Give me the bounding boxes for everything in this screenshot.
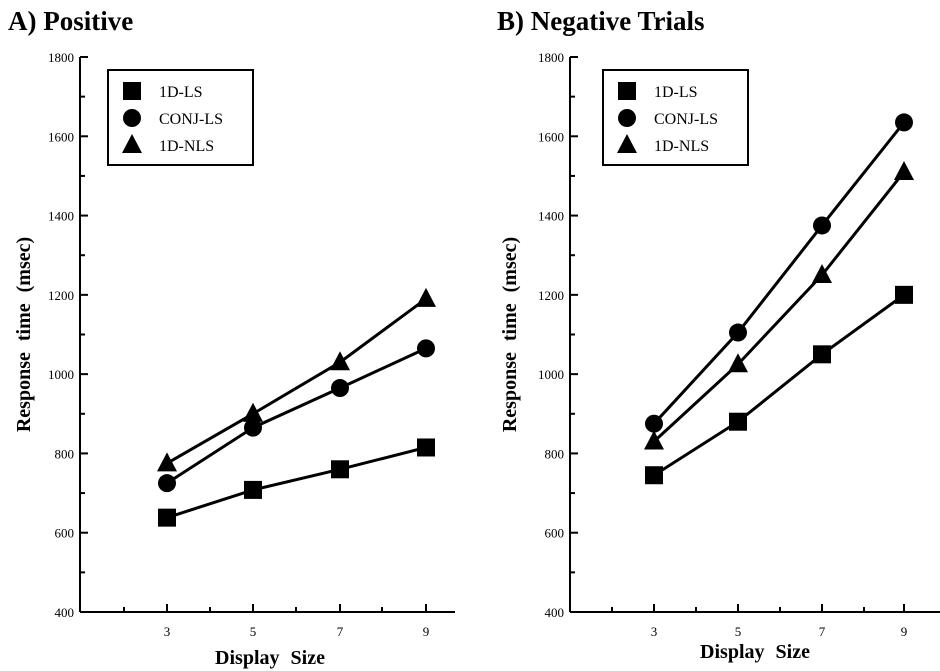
y-tick-label: 1400 bbox=[538, 209, 564, 224]
y-tick-label: 400 bbox=[55, 605, 75, 620]
data-point-1d-ls bbox=[158, 508, 176, 527]
y-tick-label: 600 bbox=[55, 526, 75, 541]
legend-marker-triangle bbox=[617, 134, 637, 153]
data-point-conj-ls bbox=[813, 216, 831, 235]
series-line-conj-ls bbox=[166, 347, 427, 485]
data-point-1d-nls bbox=[416, 287, 436, 307]
y-tick-label: 1000 bbox=[48, 367, 74, 382]
data-point-1d-ls bbox=[895, 285, 913, 304]
y-tick-label: 1000 bbox=[538, 367, 564, 382]
series-line-1d-ls bbox=[166, 446, 427, 520]
data-point-conj-ls bbox=[645, 414, 663, 433]
legend-marker-triangle bbox=[122, 134, 142, 153]
legend-label: CONJ-LS bbox=[654, 111, 718, 128]
y-tick-label: 1800 bbox=[538, 50, 564, 65]
legend-label: 1D-LS bbox=[654, 84, 698, 101]
data-point-conj-ls bbox=[729, 323, 747, 342]
y-tick-label: 1200 bbox=[48, 288, 74, 303]
x-tick-label: 9 bbox=[423, 624, 430, 639]
data-point-1d-nls bbox=[728, 353, 748, 373]
y-tick-label: 600 bbox=[545, 526, 565, 541]
data-point-1d-ls bbox=[645, 466, 663, 485]
x-tick-label: 3 bbox=[164, 624, 171, 639]
data-point-1d-nls bbox=[243, 402, 263, 422]
x-tick-label: 7 bbox=[819, 624, 826, 639]
y-tick-label: 1600 bbox=[48, 129, 74, 144]
x-tick-label: 9 bbox=[901, 624, 908, 639]
series-line-1d-nls bbox=[166, 297, 427, 465]
y-tick-label: 1800 bbox=[48, 50, 74, 65]
y-tick-label: 1400 bbox=[48, 209, 74, 224]
y-tick-label: 400 bbox=[545, 605, 565, 620]
legend-label: 1D-NLS bbox=[159, 138, 214, 155]
x-tick-label: 5 bbox=[735, 624, 742, 639]
x-axis-label: Display Size bbox=[215, 647, 325, 669]
legend-marker-square bbox=[618, 82, 636, 100]
legend-marker-circle bbox=[618, 109, 636, 127]
data-point-conj-ls bbox=[895, 113, 913, 132]
series-line-conj-ls bbox=[652, 121, 906, 425]
data-point-1d-nls bbox=[894, 160, 914, 180]
x-tick-label: 5 bbox=[250, 624, 257, 639]
y-tick-label: 1200 bbox=[538, 288, 564, 303]
y-tick-label: 800 bbox=[545, 446, 565, 461]
legend: 1D-LS CONJ-LS 1D-NLS bbox=[602, 69, 749, 166]
data-point-conj-ls bbox=[331, 379, 349, 398]
data-point-1d-ls bbox=[244, 480, 262, 499]
data-point-1d-nls bbox=[330, 351, 350, 371]
y-axis-label: Response time (msec) bbox=[13, 237, 35, 432]
legend-label: 1D-NLS bbox=[654, 138, 709, 155]
chart-panel-b: B) Negative Trials 400 600 800 1000 1200 1400 1… bbox=[497, 6, 940, 663]
panel-title: A) Positive bbox=[8, 6, 133, 36]
legend-marker-circle bbox=[123, 109, 141, 127]
y-tick-label: 800 bbox=[55, 446, 75, 461]
panel-title: B) Negative Trials bbox=[497, 6, 704, 36]
data-point-1d-ls bbox=[813, 345, 831, 364]
chart-panel-a: A) Positive 400 600 800 1000 1200 1400 1600 1800… bbox=[8, 6, 455, 669]
series-line-1d-ls bbox=[653, 293, 905, 477]
data-point-conj-ls bbox=[244, 418, 262, 437]
x-axis-label: Display Size bbox=[700, 641, 810, 663]
legend-marker-square bbox=[123, 82, 141, 100]
data-point-1d-ls bbox=[729, 412, 747, 431]
data-point-conj-ls bbox=[417, 339, 435, 358]
data-point-1d-nls bbox=[812, 264, 832, 284]
x-tick-label: 3 bbox=[651, 624, 658, 639]
y-tick-label: 1600 bbox=[538, 129, 564, 144]
y-axis-label: Response time (msec) bbox=[499, 237, 521, 432]
data-point-1d-ls bbox=[417, 438, 435, 457]
series-line-1d-nls bbox=[652, 171, 906, 443]
data-point-1d-ls bbox=[331, 460, 349, 479]
legend-label: CONJ-LS bbox=[159, 111, 223, 128]
data-point-1d-nls bbox=[157, 452, 177, 472]
legend: 1D-LS CONJ-LS 1D-NLS bbox=[107, 69, 254, 166]
x-tick-label: 7 bbox=[337, 624, 344, 639]
legend-label: 1D-LS bbox=[159, 84, 203, 101]
data-point-1d-nls bbox=[644, 430, 664, 450]
data-point-conj-ls bbox=[158, 474, 176, 493]
